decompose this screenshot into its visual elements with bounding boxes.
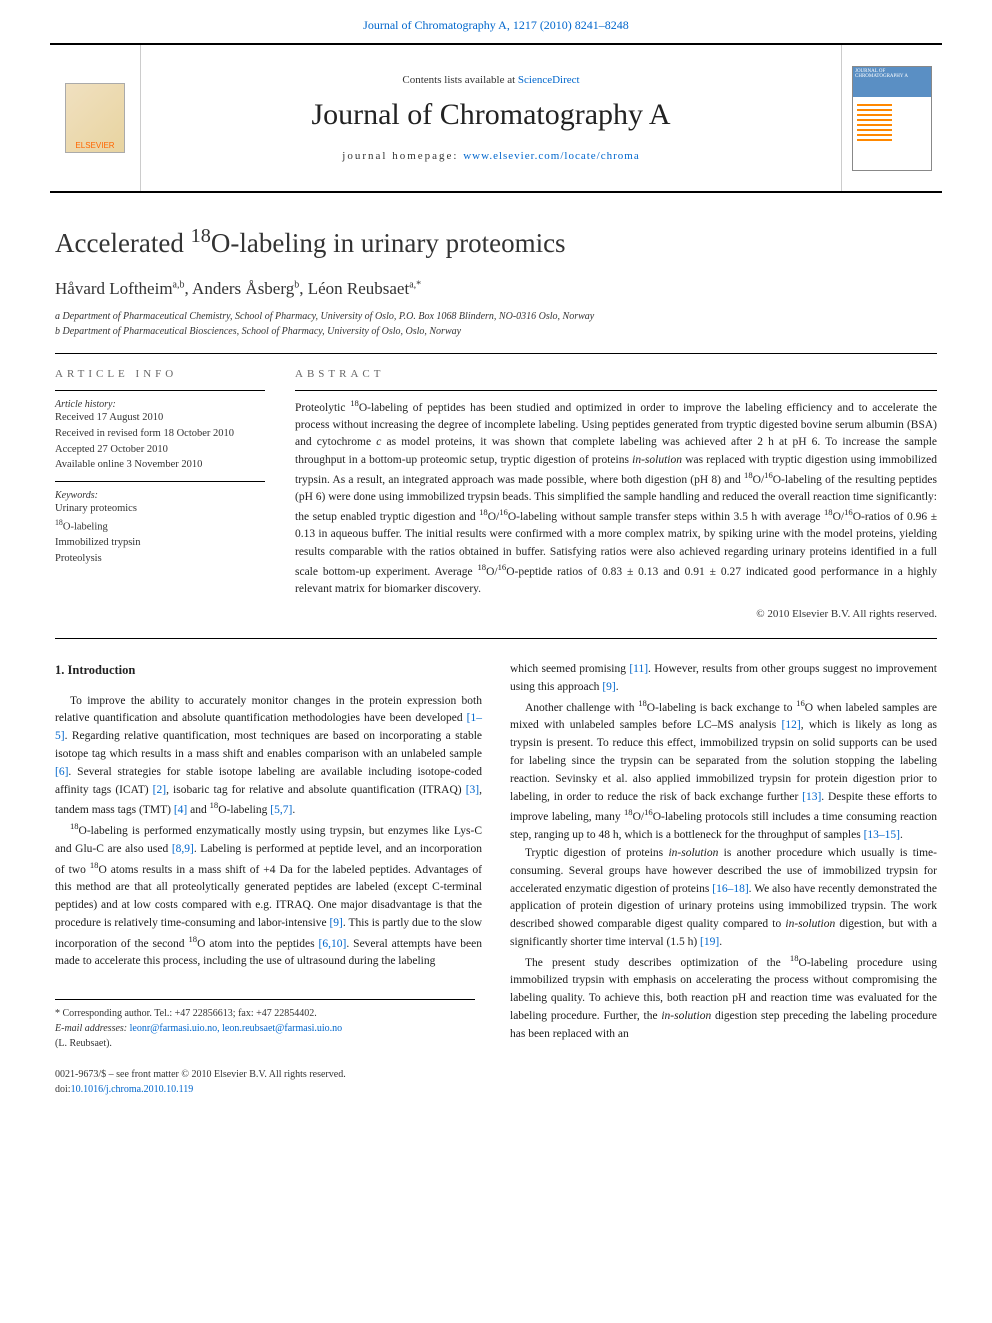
cover-title: JOURNAL OF CHROMATOGRAPHY A bbox=[853, 67, 931, 97]
corresponding-author-footer: * Corresponding author. Tel.: +47 228566… bbox=[55, 999, 475, 1051]
authors-line: Håvard Loftheima,b, Anders Åsbergb, Léon… bbox=[55, 279, 937, 299]
abstract-copyright: © 2010 Elsevier B.V. All rights reserved… bbox=[295, 608, 937, 620]
email-link-1[interactable]: leonr@farmasi.uio.no, leon.reubsaet@farm… bbox=[130, 1023, 343, 1034]
header-center: Contents lists available at ScienceDirec… bbox=[140, 45, 842, 191]
history-revised: Received in revised form 18 October 2010 bbox=[55, 426, 265, 442]
intro-p5: Tryptic digestion of proteins in-solutio… bbox=[510, 845, 937, 952]
journal-header: ELSEVIER Contents lists available at Sci… bbox=[50, 43, 942, 193]
intro-p6: The present study describes optimization… bbox=[510, 952, 937, 1044]
sciencedirect-link[interactable]: ScienceDirect bbox=[518, 74, 580, 86]
contents-list-line: Contents lists available at ScienceDirec… bbox=[402, 74, 579, 86]
doi-line: doi:10.1016/j.chroma.2010.10.119 bbox=[55, 1082, 482, 1097]
history-accepted: Accepted 27 October 2010 bbox=[55, 442, 265, 458]
abstract-text: Proteolytic 18O-labeling of peptides has… bbox=[295, 397, 937, 598]
journal-homepage-link[interactable]: www.elsevier.com/locate/chroma bbox=[463, 150, 640, 162]
abstract-heading: ABSTRACT bbox=[295, 368, 937, 380]
homepage-prefix: journal homepage: bbox=[342, 150, 463, 162]
email-name: (L. Reubsaet). bbox=[55, 1036, 475, 1051]
keyword-3: Immobilized trypsin bbox=[55, 535, 265, 551]
history-online: Available online 3 November 2010 bbox=[55, 457, 265, 473]
history-label: Article history: bbox=[55, 399, 265, 410]
affiliations: a Department of Pharmaceutical Chemistry… bbox=[55, 309, 937, 339]
abstract-panel: ABSTRACT Proteolytic 18O-labeling of pep… bbox=[295, 368, 937, 620]
email-label: E-mail addresses: bbox=[55, 1023, 127, 1034]
journal-homepage-line: journal homepage: www.elsevier.com/locat… bbox=[342, 150, 639, 162]
article-info-panel: ARTICLE INFO Article history: Received 1… bbox=[55, 368, 265, 620]
affiliation-b: b Department of Pharmaceutical Bioscienc… bbox=[55, 324, 937, 339]
journal-cover-thumbnail: JOURNAL OF CHROMATOGRAPHY A bbox=[842, 45, 942, 191]
article-title: Accelerated 18O-labeling in urinary prot… bbox=[55, 223, 937, 261]
keywords-label: Keywords: bbox=[55, 490, 265, 501]
section-1-heading: 1. Introduction bbox=[55, 661, 482, 680]
intro-p3: which seemed promising [11]. However, re… bbox=[510, 661, 937, 697]
keyword-1: Urinary proteomics bbox=[55, 501, 265, 517]
publisher-name: ELSEVIER bbox=[66, 141, 124, 150]
keyword-2: 18O-labeling bbox=[55, 517, 265, 535]
column-left: 1. Introduction To improve the ability t… bbox=[55, 661, 482, 1097]
journal-name: Journal of Chromatography A bbox=[311, 98, 670, 132]
affiliation-a: a Department of Pharmaceutical Chemistry… bbox=[55, 309, 937, 324]
top-citation-link[interactable]: Journal of Chromatography A, 1217 (2010)… bbox=[0, 0, 992, 43]
article-info-heading: ARTICLE INFO bbox=[55, 368, 265, 380]
column-right: which seemed promising [11]. However, re… bbox=[510, 661, 937, 1097]
intro-p4: Another challenge with 18O-labeling is b… bbox=[510, 697, 937, 845]
keyword-4: Proteolysis bbox=[55, 551, 265, 567]
issn-copyright: 0021-9673/$ – see front matter © 2010 El… bbox=[55, 1067, 482, 1082]
corresponding-line: * Corresponding author. Tel.: +47 228566… bbox=[55, 1006, 475, 1021]
history-received: Received 17 August 2010 bbox=[55, 410, 265, 426]
intro-p2: 18O-labeling is performed enzymatically … bbox=[55, 820, 482, 971]
intro-p1: To improve the ability to accurately mon… bbox=[55, 693, 482, 821]
publisher-logo: ELSEVIER bbox=[50, 45, 140, 191]
contents-prefix: Contents lists available at bbox=[402, 74, 517, 86]
